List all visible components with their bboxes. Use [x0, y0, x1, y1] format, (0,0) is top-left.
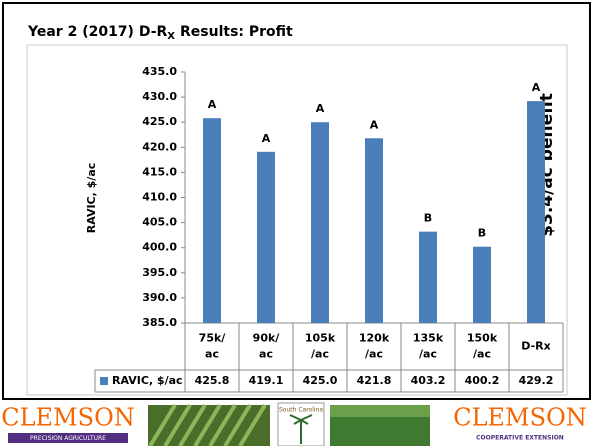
bar: [527, 101, 545, 323]
photo-soy-top: [330, 405, 430, 417]
significance-letter: A: [532, 81, 541, 94]
data-table-value: 419.1: [249, 374, 284, 387]
bar: [365, 138, 383, 323]
data-table-value: 421.8: [357, 374, 392, 387]
footer: CLEMSON PRECISION AGRICULTURE South Caro…: [1, 403, 587, 446]
x-tick-label: 150k: [467, 332, 498, 345]
x-tick-label: 135k: [413, 332, 444, 345]
y-tick-label: 390.0: [142, 291, 177, 304]
x-tick-label: /ac: [311, 348, 329, 361]
bar: [419, 232, 437, 323]
x-tick-label: ac: [259, 348, 273, 361]
bar: [203, 118, 221, 323]
left-logo: CLEMSON: [1, 404, 135, 432]
y-tick-label: 415.0: [142, 165, 177, 178]
chart-title: Year 2 (2017) D-RX Results: Profit: [27, 24, 293, 42]
x-tick-label: 75k/: [199, 332, 227, 345]
data-table-value: 425.0: [303, 374, 338, 387]
y-tick-label: 430.0: [142, 90, 177, 103]
right-logo: CLEMSON: [453, 404, 587, 432]
y-tick-label: 435.0: [142, 65, 177, 78]
bar: [473, 247, 491, 323]
significance-letter: B: [424, 212, 432, 225]
x-tick-label: /ac: [473, 348, 491, 361]
legend-label: RAVIC, $/ac: [112, 374, 183, 387]
x-tick-label: 90k/: [253, 332, 281, 345]
significance-letter: A: [370, 118, 379, 131]
y-axis-label: RAVIC, $/ac: [85, 163, 98, 234]
data-table-value: 429.2: [519, 374, 554, 387]
slide: Year 2 (2017) D-RX Results: Profit RAVIC,…: [0, 0, 594, 446]
bar: [257, 152, 275, 323]
x-tick-label: ac: [205, 348, 219, 361]
y-tick-label: 405.0: [142, 216, 177, 229]
emblem-text: South Carolina: [279, 407, 323, 414]
x-tick-label: D-Rx: [521, 340, 550, 353]
page: Year 2 (2017) D-RX Results: Profit RAVIC,…: [0, 0, 594, 446]
significance-letter: B: [478, 227, 486, 240]
title-rest: Results: Profit: [180, 24, 293, 40]
x-tick-label: 120k: [359, 332, 390, 345]
significance-letter: A: [316, 102, 325, 115]
significance-letter: A: [208, 98, 217, 111]
data-table-value: 425.8: [195, 374, 230, 387]
y-tick-label: 410.0: [142, 191, 177, 204]
data-table-value: 403.2: [411, 374, 446, 387]
significance-letter: A: [262, 132, 271, 145]
title-main: Year 2 (2017) D-R: [27, 24, 168, 40]
left-logo-sub: PRECISION AGRICULTURE: [30, 435, 106, 442]
right-logo-sub: COOPERATIVE EXTENSION: [476, 435, 564, 442]
y-tick-label: 400.0: [142, 241, 177, 254]
x-tick-label: 105k: [305, 332, 336, 345]
data-table-value: 400.2: [465, 374, 500, 387]
legend-swatch: [100, 377, 108, 385]
y-tick-label: 395.0: [142, 266, 177, 279]
y-tick-label: 420.0: [142, 140, 177, 153]
x-tick-label: /ac: [419, 348, 437, 361]
bar: [311, 122, 329, 323]
y-tick-label: 385.0: [142, 316, 177, 329]
title-subscript: X: [167, 31, 175, 42]
y-tick-label: 425.0: [142, 115, 177, 128]
x-tick-label: /ac: [365, 348, 383, 361]
